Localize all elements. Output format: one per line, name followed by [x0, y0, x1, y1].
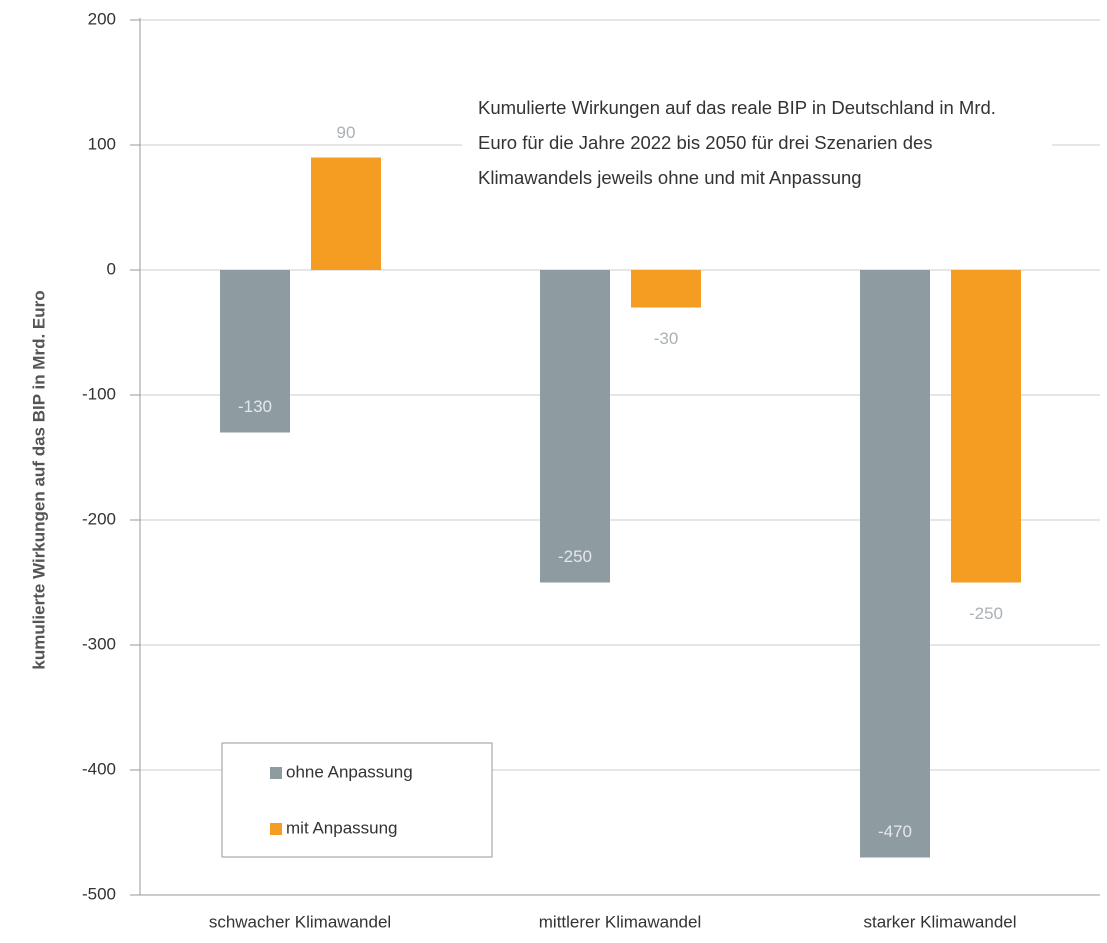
- y-tick-label: -500: [82, 884, 116, 903]
- legend-box: [221, 742, 493, 858]
- y-tick-label: 0: [107, 259, 116, 278]
- bar: [540, 270, 610, 583]
- y-tick-label: -400: [82, 759, 116, 778]
- data-label: -30: [654, 329, 679, 348]
- x-tick-label: schwacher Klimawandel: [209, 912, 391, 931]
- y-tick-label: -300: [82, 634, 116, 653]
- chart-title: Kumulierte Wirkungen auf das reale BIP i…: [462, 88, 1052, 197]
- legend-label: mit Anpassung: [286, 818, 398, 837]
- legend-swatch: [270, 823, 282, 835]
- legend: ohne Anpassung mit Anpassung: [221, 742, 493, 858]
- y-axis-label: kumulierte Wirkungen auf das BIP in Mrd.…: [29, 290, 48, 669]
- y-tick-label: 200: [88, 9, 116, 28]
- bar: [631, 270, 701, 308]
- bar: [220, 270, 290, 433]
- y-tick-label: -100: [82, 384, 116, 403]
- legend-swatch: [270, 767, 282, 779]
- x-tick-label: mittlerer Klimawandel: [539, 912, 702, 931]
- bar: [951, 270, 1021, 583]
- data-label: -130: [238, 397, 272, 416]
- data-label: -250: [969, 604, 1003, 623]
- y-tick-label: 100: [88, 134, 116, 153]
- bar: [860, 270, 930, 858]
- data-label: -470: [878, 822, 912, 841]
- bar: [311, 157, 381, 270]
- x-tick-label: starker Klimawandel: [863, 912, 1016, 931]
- data-label: 90: [337, 123, 356, 142]
- data-label: -250: [558, 547, 592, 566]
- y-tick-label: -200: [82, 509, 116, 528]
- legend-label: ohne Anpassung: [286, 762, 413, 781]
